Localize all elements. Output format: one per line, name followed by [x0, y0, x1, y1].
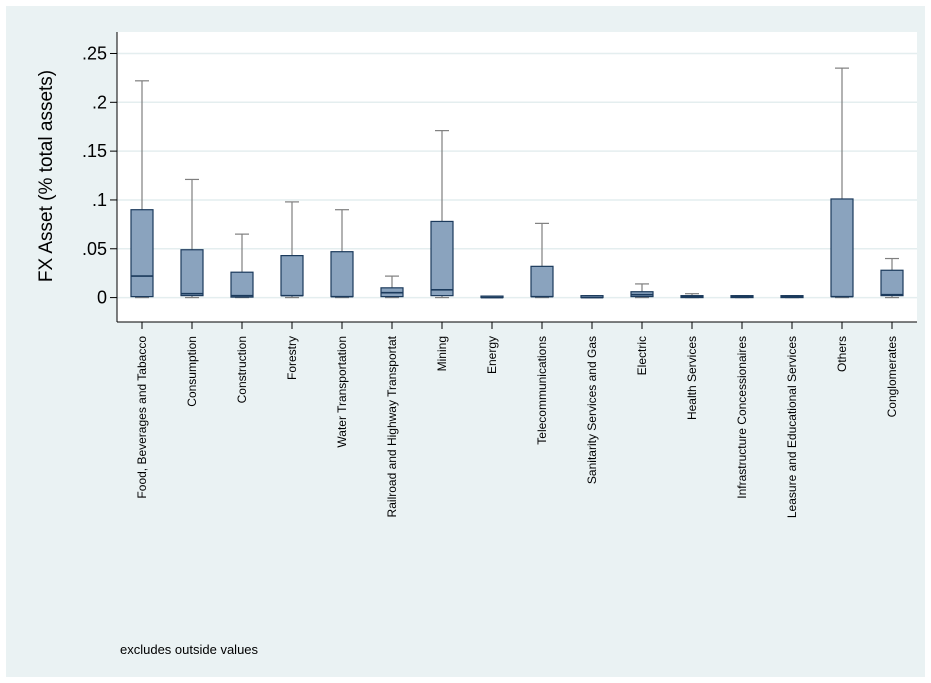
box-group [830, 67, 854, 299]
chart-frame: 0 .05 .1 .15 .2 .25 Food, Beverages and Tabac… [6, 6, 925, 677]
chart-note: excludes outside values [120, 642, 259, 657]
box-group [530, 222, 554, 299]
y-tick-label: .1 [92, 190, 107, 210]
box [230, 271, 254, 298]
box-group [380, 275, 404, 299]
box-group [630, 283, 654, 299]
box-plot-chart: 0 .05 .1 .15 .2 .25 Food, Beverages and Tabac… [36, 32, 917, 657]
y-tick-label: .25 [82, 43, 107, 63]
x-category-label: Construction [235, 336, 249, 403]
x-category-label: Infrastructure Concessionaires [735, 336, 749, 499]
x-category-label: Energy [485, 336, 499, 374]
box [830, 198, 854, 298]
x-category-label: Food, Beverages and Tabacco [135, 336, 149, 499]
x-category-label: Mining [435, 336, 449, 371]
box-group [480, 295, 504, 299]
box [330, 251, 354, 298]
x-category-label: Conglomerates [885, 336, 899, 417]
box-group [680, 293, 704, 299]
box-group [780, 295, 804, 299]
box-group [730, 295, 754, 299]
box-group [230, 233, 254, 299]
x-category-label: Others [835, 336, 849, 372]
box [130, 209, 154, 298]
y-tick-label: .15 [82, 141, 107, 161]
box-group [180, 178, 204, 299]
x-category-label: Telecommunications [535, 336, 549, 445]
x-category-label: Electric [635, 336, 649, 375]
x-category-label: Water Transportation [335, 336, 349, 448]
x-category-label: Consumption [185, 336, 199, 407]
x-category-label: Health Services [685, 336, 699, 420]
box [880, 269, 904, 297]
x-category-label: Sanitarity Services and Gas [585, 336, 599, 484]
box [530, 265, 554, 298]
y-tick-label: .05 [82, 239, 107, 259]
x-category-label: Leasure and Educational Services [785, 336, 799, 518]
box [280, 255, 304, 297]
box-group [580, 295, 604, 299]
y-tick-label: .2 [92, 92, 107, 112]
x-category-label: Railroad and Highway Transportat [385, 335, 399, 517]
x-category-label: Forestry [285, 336, 299, 380]
box-group [880, 257, 904, 299]
boxes-layer [130, 67, 904, 299]
y-tick-label: 0 [97, 288, 107, 308]
box [180, 249, 204, 297]
y-ticks: 0 .05 .1 .15 .2 .25 [82, 43, 117, 308]
y-axis-title: FX Asset (% total assets) [36, 70, 57, 282]
box-group [280, 201, 304, 299]
box [430, 220, 454, 297]
box-group [130, 80, 154, 299]
x-category-labels: Food, Beverages and Tabacco Consumption Co… [135, 322, 899, 518]
box-group [430, 130, 454, 299]
box-group [330, 209, 354, 299]
